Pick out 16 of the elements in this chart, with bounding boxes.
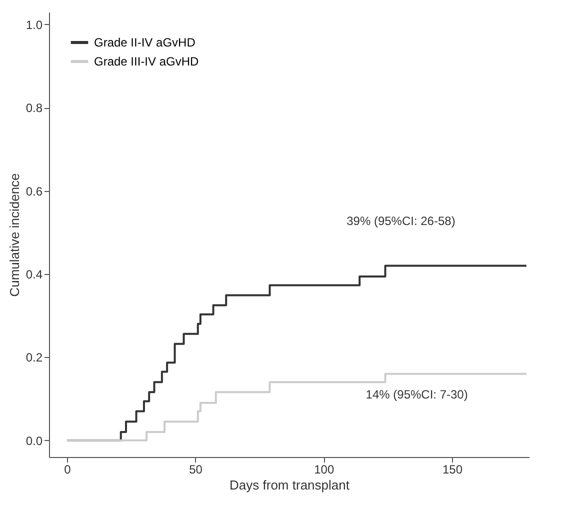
x-tick-label: 150 [442, 462, 463, 476]
x-axis-title: Days from transplant [230, 478, 350, 492]
x-tick-label: 50 [189, 462, 203, 476]
legend-label: Grade II-IV aGvHD [94, 36, 196, 50]
x-tick-label: 0 [64, 462, 72, 476]
legend-label: Grade III-IV aGvHD [94, 54, 200, 68]
y-tick-label: 0.0 [26, 434, 43, 448]
y-axis-title: Cumulative incidence [6, 173, 22, 297]
x-tick-label: 100 [314, 462, 334, 476]
annotation: 14% (95%CI: 7-30) [366, 388, 468, 402]
y-tick-label: 0.4 [26, 268, 43, 282]
y-tick-label: 1.0 [26, 18, 43, 32]
y-tick-label: 0.8 [26, 101, 43, 116]
annotation: 39% (95%CI: 26-58) [346, 214, 456, 228]
y-tick-label: 0.6 [26, 184, 43, 198]
y-tick-label: 0.2 [26, 350, 43, 365]
